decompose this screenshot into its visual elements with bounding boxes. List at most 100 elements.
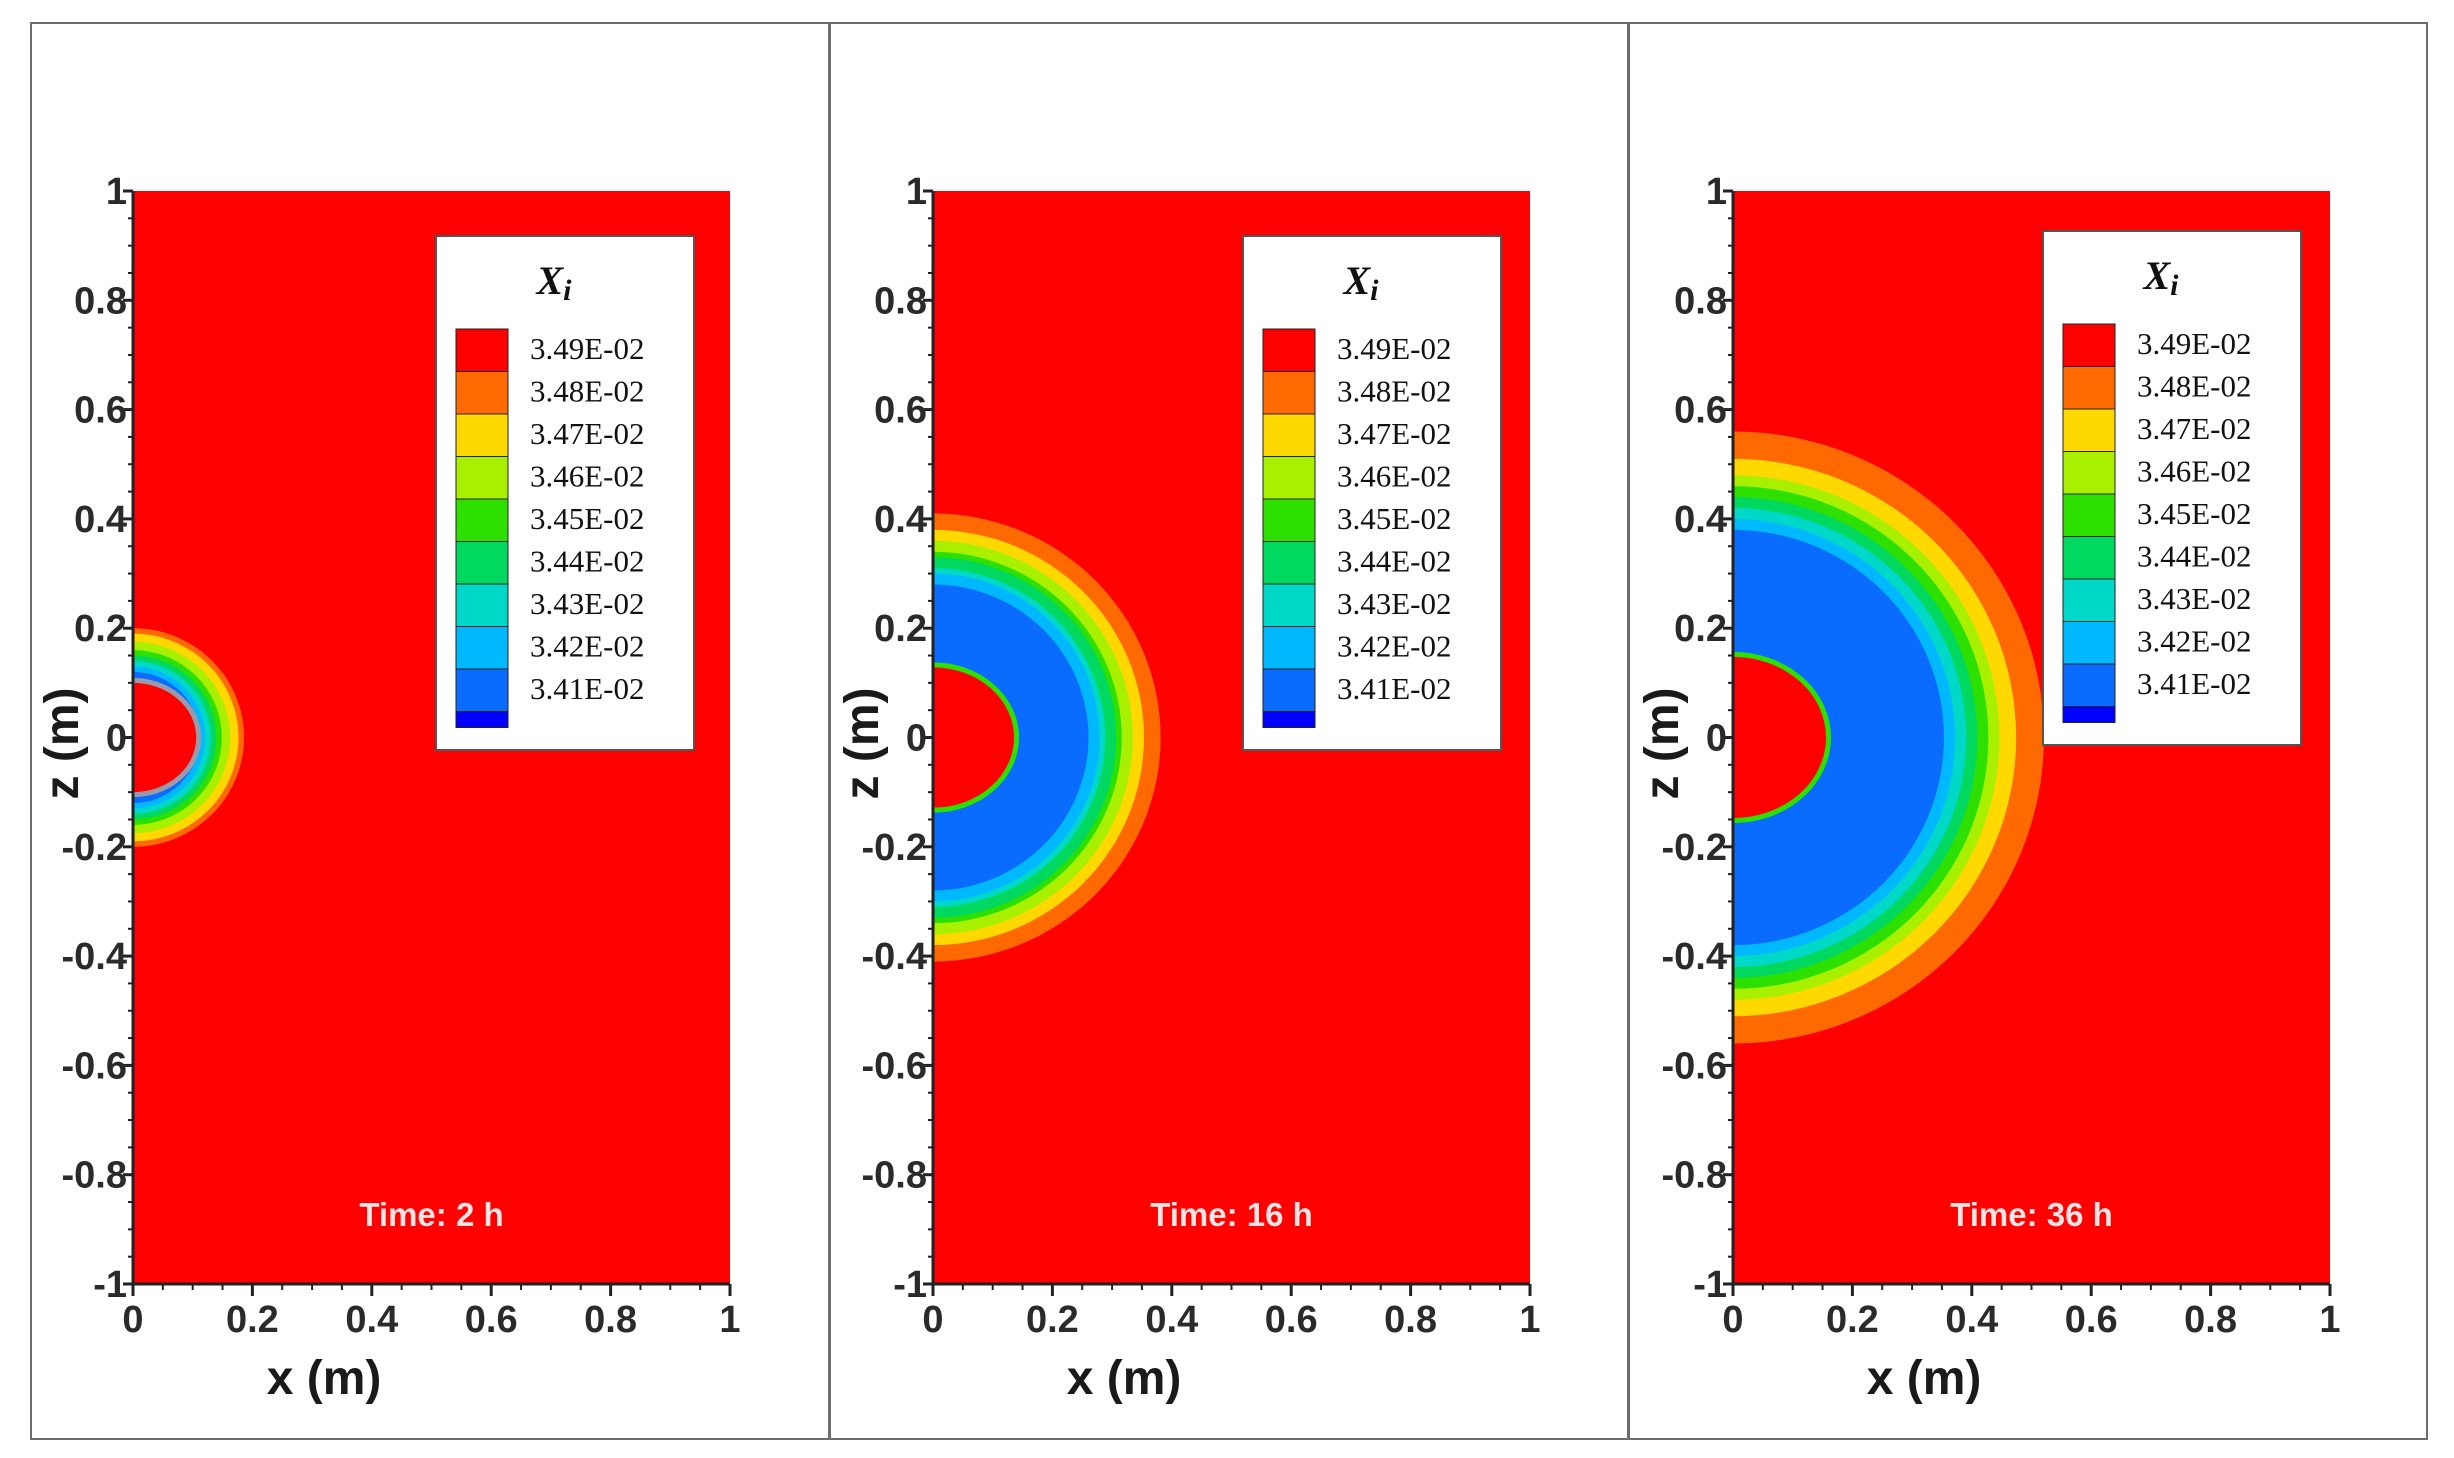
legend-title-sub: i <box>2170 269 2179 302</box>
x-tick-label: 1 <box>1519 1299 1540 1341</box>
y-tick-label: 0.4 <box>74 499 127 541</box>
time-annotation: Time: 16 h <box>1150 1196 1313 1233</box>
legend-level-label: 3.42E-02 <box>1337 629 1452 664</box>
legend-level-label: 3.48E-02 <box>2137 369 2252 404</box>
x-tick-label: 0.6 <box>1265 1299 1318 1341</box>
legend-level-label: 3.44E-02 <box>530 544 645 579</box>
legend-level-label: 3.45E-02 <box>2137 496 2252 531</box>
y-tick-label: 0.4 <box>874 499 927 541</box>
legend-swatch <box>1262 668 1316 712</box>
x-tick-label: 0.2 <box>1826 1299 1879 1341</box>
legend-swatch <box>1262 583 1316 627</box>
y-axis-title: z (m) <box>1636 688 1689 800</box>
x-tick-label: 0 <box>1722 1299 1743 1341</box>
legend-title-sub: i <box>1370 274 1379 307</box>
legend-swatch <box>1262 626 1316 670</box>
y-tick-label: -0.6 <box>1662 1045 1727 1087</box>
legend-swatch <box>2062 621 2116 665</box>
y-tick-label: 0.4 <box>1674 499 1727 541</box>
legend-level-label: 3.46E-02 <box>1337 459 1452 494</box>
legend: Xi 3.49E-02 3.48E-02 3.47E-02 3.46E-02 3.45E-… <box>1242 235 1502 751</box>
legend-level-label: 3.41E-02 <box>530 671 645 706</box>
legend-swatch <box>2062 366 2116 410</box>
legend-title-sub: i <box>563 274 572 307</box>
legend-swatch <box>1262 328 1316 372</box>
legend: Xi 3.49E-02 3.48E-02 3.47E-02 3.46E-02 3.45E-… <box>435 235 695 751</box>
legend: Xi 3.49E-02 3.48E-02 3.47E-02 3.46E-02 3.45E-… <box>2042 230 2302 746</box>
contour-bands <box>1733 431 2044 1044</box>
x-tick-label: 0.8 <box>2184 1299 2237 1341</box>
y-tick-label: -0.6 <box>62 1045 127 1087</box>
legend-level-label: 3.47E-02 <box>530 416 645 451</box>
y-tick-label: -0.4 <box>1662 936 1727 978</box>
y-axis-title: z (m) <box>36 688 89 800</box>
y-tick-label: 0.2 <box>874 608 927 650</box>
legend-level-label: 3.47E-02 <box>2137 411 2252 446</box>
y-axis-title: z (m) <box>836 688 889 800</box>
legend-title: Xi <box>1341 258 1379 307</box>
legend-swatch <box>455 583 509 627</box>
legend-swatch <box>455 328 509 372</box>
time-annotation: Time: 36 h <box>1950 1196 2113 1233</box>
legend-swatch <box>2062 408 2116 452</box>
x-tick-label: 0.4 <box>1945 1299 1998 1341</box>
legend-level-label: 3.42E-02 <box>2137 624 2252 659</box>
legend-swatch <box>1262 371 1316 415</box>
y-tick-label: 0 <box>906 718 927 760</box>
y-tick-label: 0.8 <box>1674 280 1727 322</box>
x-tick-label: 0.4 <box>345 1299 398 1341</box>
legend-level-label: 3.47E-02 <box>1337 416 1452 451</box>
y-tick-label: -0.4 <box>62 936 127 978</box>
y-tick-label: 0 <box>1706 718 1727 760</box>
y-tick-label: 0.6 <box>874 390 927 432</box>
legend-level-label: 3.41E-02 <box>1337 671 1452 706</box>
contour-bands <box>933 513 1161 962</box>
legend-swatch <box>1262 413 1316 457</box>
legend-level-label: 3.48E-02 <box>1337 374 1452 409</box>
legend-level-label: 3.45E-02 <box>530 501 645 536</box>
y-tick-label: -0.2 <box>862 827 927 869</box>
legend-level-label: 3.43E-02 <box>1337 586 1452 621</box>
legend-level-label: 3.42E-02 <box>530 629 645 664</box>
x-tick-label: 1 <box>2319 1299 2340 1341</box>
legend-swatch <box>1262 541 1316 585</box>
legend-swatch <box>1262 711 1316 728</box>
panel-1: 10.80.60.40.20-0.2-0.4-0.6-0.8-10 0.2 0.4 0… <box>36 171 741 1405</box>
legend-title: Xi <box>2141 253 2179 302</box>
legend-level-label: 3.48E-02 <box>530 374 645 409</box>
x-tick-label: 0.4 <box>1145 1299 1198 1341</box>
y-tick-label: 0.6 <box>1674 390 1727 432</box>
legend-level-label: 3.49E-02 <box>1337 331 1452 366</box>
legend-swatch <box>455 711 509 728</box>
y-tick-label: -0.8 <box>62 1155 127 1197</box>
y-tick-label: 1 <box>906 171 927 213</box>
legend-swatch <box>455 626 509 670</box>
legend-swatch <box>2062 706 2116 723</box>
y-tick-label: 0.8 <box>874 280 927 322</box>
y-tick-label: 0.2 <box>74 608 127 650</box>
x-tick-label: 0.2 <box>226 1299 279 1341</box>
y-tick-label: 0.6 <box>74 390 127 432</box>
legend-swatch <box>2062 493 2116 537</box>
y-tick-label: 1 <box>106 171 127 213</box>
contour-band-8 <box>1733 529 1944 946</box>
x-axis-title: x (m) <box>267 1352 382 1405</box>
contour-bands <box>133 628 245 847</box>
legend-level-label: 3.44E-02 <box>1337 544 1452 579</box>
legend-level-label: 3.46E-02 <box>2137 454 2252 489</box>
x-axis-title: x (m) <box>1867 1352 1982 1405</box>
legend-swatch <box>2062 451 2116 495</box>
x-tick-label: 0.6 <box>465 1299 518 1341</box>
legend-swatch <box>1262 456 1316 500</box>
x-tick-label: 0.8 <box>584 1299 637 1341</box>
legend-swatch <box>2062 663 2116 707</box>
inner-core <box>933 662 1020 813</box>
legend-level-label: 3.41E-02 <box>2137 666 2252 701</box>
inner-core <box>133 677 202 798</box>
legend-level-label: 3.43E-02 <box>2137 581 2252 616</box>
legend-swatch <box>455 413 509 457</box>
time-annotation: Time: 2 h <box>359 1196 503 1233</box>
y-tick-label: -1 <box>893 1264 927 1306</box>
legend-swatch <box>1262 498 1316 542</box>
